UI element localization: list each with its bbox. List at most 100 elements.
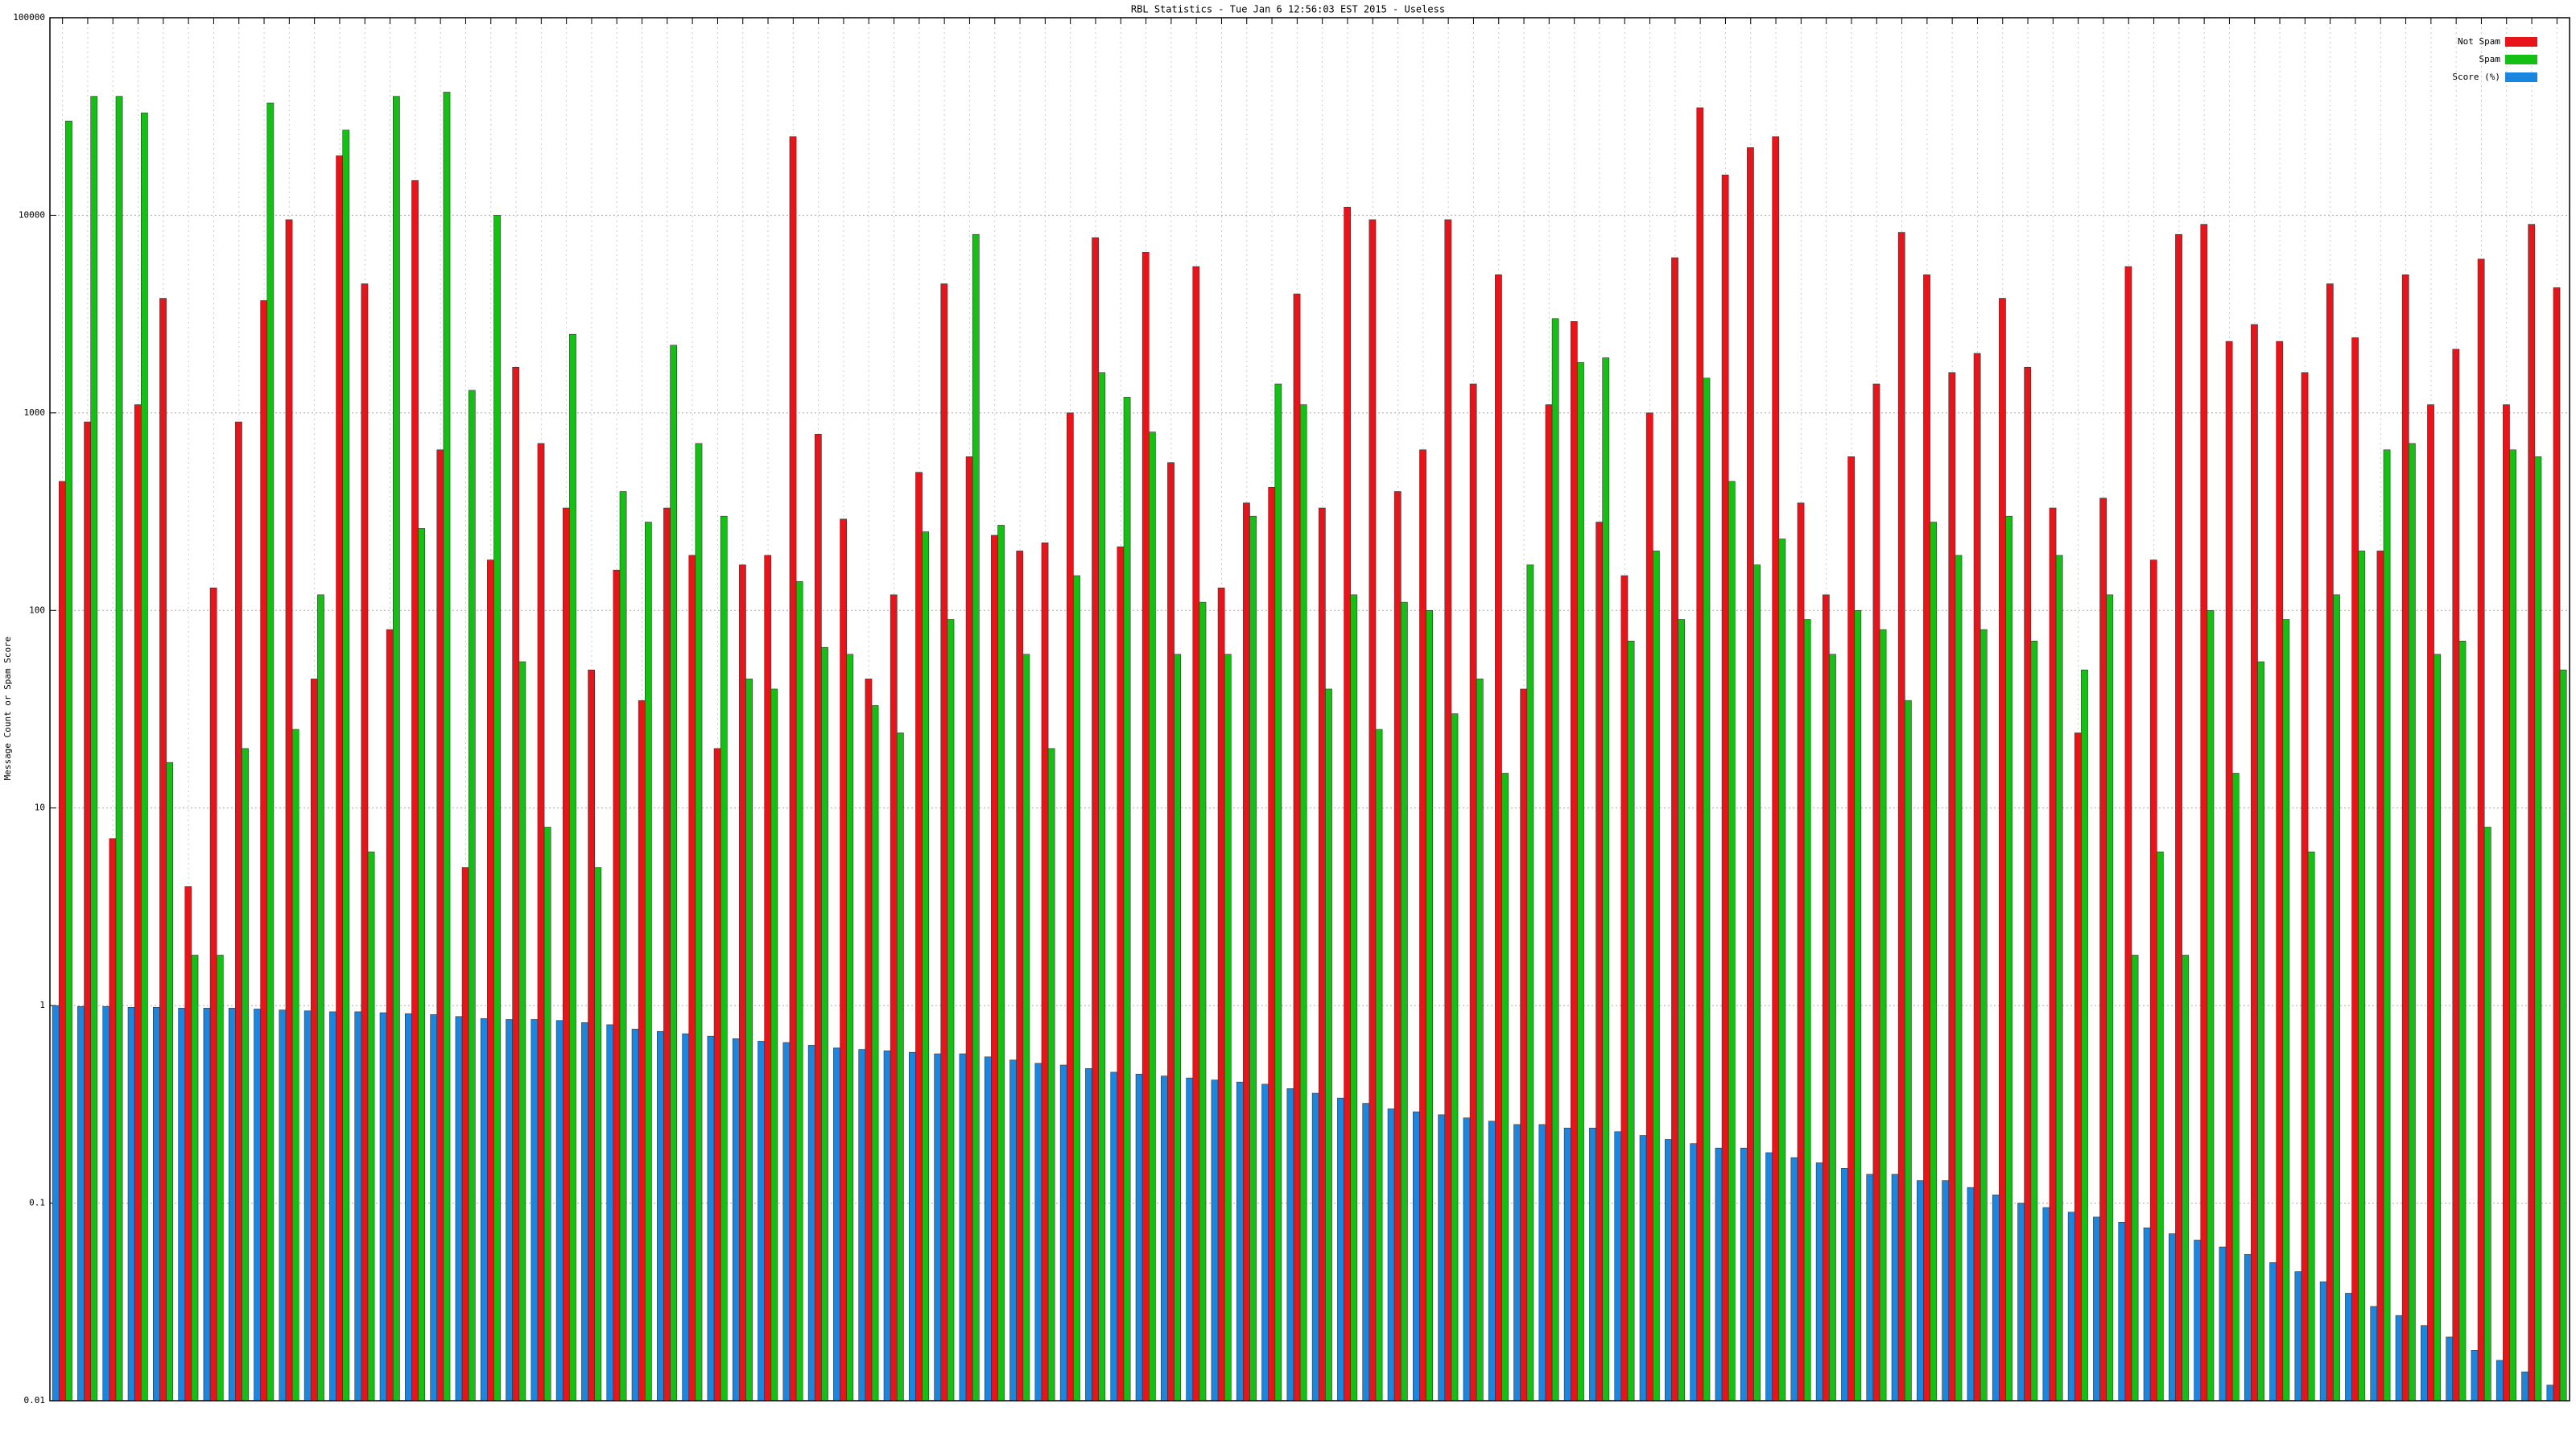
bar	[1854, 609, 1862, 1402]
bar	[2294, 1271, 2302, 1402]
bar	[1413, 1111, 1420, 1402]
bar	[1419, 449, 1426, 1402]
bar	[1614, 1131, 1622, 1402]
plot-area	[50, 18, 2570, 1401]
bar	[1872, 383, 1880, 1402]
bar	[480, 1018, 488, 1402]
bar	[228, 1008, 236, 1402]
bar	[959, 1053, 967, 1402]
bar	[2452, 349, 2460, 1402]
bar	[883, 1051, 891, 1402]
bar	[512, 366, 520, 1402]
bar	[1299, 404, 1307, 1402]
bar	[2427, 404, 2434, 1402]
bar	[2131, 955, 2139, 1402]
bar	[1192, 266, 1200, 1402]
bar	[2409, 443, 2416, 1402]
legend-swatch	[2505, 72, 2537, 82]
bar	[638, 700, 646, 1402]
bar	[871, 705, 879, 1402]
bar	[2326, 283, 2334, 1402]
bar	[1538, 1124, 1546, 1402]
bar	[2124, 266, 2132, 1402]
bar	[821, 646, 828, 1402]
bar	[588, 669, 596, 1402]
bar	[1444, 219, 1452, 1402]
bar	[2401, 275, 2409, 1402]
bar	[1879, 629, 1887, 1402]
bar	[461, 867, 469, 1402]
bar	[418, 528, 426, 1402]
bar	[770, 688, 778, 1402]
y-tick-label: 100	[29, 605, 45, 615]
bar	[266, 102, 275, 1402]
bar	[216, 955, 224, 1402]
bar	[2503, 404, 2510, 1402]
bar	[2370, 1306, 2378, 1402]
bar	[1488, 1121, 1496, 1402]
bar	[594, 867, 602, 1402]
bar	[65, 121, 72, 1402]
bar	[317, 594, 324, 1402]
bar	[745, 679, 753, 1402]
bar	[354, 1011, 362, 1402]
bar	[814, 434, 822, 1402]
bar	[2307, 851, 2315, 1402]
bar	[2157, 851, 2164, 1402]
bar	[537, 443, 545, 1402]
y-tick-label: 1000	[24, 407, 46, 418]
bar	[1891, 1174, 1899, 1402]
bar	[2207, 609, 2215, 1402]
bar	[1589, 1127, 1596, 1402]
bar	[1092, 237, 1100, 1402]
bar	[2434, 654, 2442, 1402]
bar	[1930, 522, 1938, 1402]
bar	[1286, 1088, 1294, 1402]
bar	[2534, 456, 2542, 1402]
bar	[1747, 147, 1754, 1402]
bar	[285, 219, 293, 1402]
bar	[1671, 257, 1678, 1402]
bar	[897, 733, 904, 1402]
bar	[1236, 1081, 1244, 1402]
bar	[1942, 1180, 1950, 1402]
bar	[991, 535, 998, 1402]
bar	[1047, 748, 1055, 1402]
bar	[1186, 1077, 1194, 1402]
bar	[1501, 773, 1509, 1402]
bar	[2496, 1360, 2504, 1402]
bar	[1261, 1084, 1269, 1402]
bar	[2049, 507, 2057, 1402]
bar	[2251, 324, 2258, 1402]
bar	[260, 300, 268, 1402]
bar	[468, 390, 476, 1402]
bar	[1979, 629, 1988, 1402]
bar	[782, 1042, 791, 1402]
bar	[1174, 654, 1182, 1402]
bar	[1085, 1068, 1092, 1402]
plot-frame	[49, 17, 2570, 1402]
bar	[58, 481, 66, 1402]
bar	[1740, 1147, 1748, 1402]
bar	[1967, 1187, 1975, 1402]
bar	[732, 1038, 740, 1402]
legend-label: Not Spam	[2458, 36, 2500, 47]
bar	[303, 1010, 312, 1402]
bar	[2276, 341, 2284, 1402]
bar	[2042, 1207, 2050, 1402]
bar	[2421, 1325, 2428, 1402]
bar	[2169, 1233, 2176, 1402]
bar	[2257, 661, 2264, 1402]
bar	[657, 1030, 664, 1402]
bar	[947, 619, 955, 1402]
bar	[1401, 601, 1408, 1402]
bar	[127, 1006, 135, 1402]
bar	[631, 1029, 639, 1402]
bar	[1570, 321, 1578, 1402]
bar	[2477, 258, 2485, 1402]
bar	[2225, 341, 2233, 1402]
bar	[2219, 1246, 2227, 1402]
bar	[109, 838, 117, 1402]
bar	[530, 1019, 539, 1402]
